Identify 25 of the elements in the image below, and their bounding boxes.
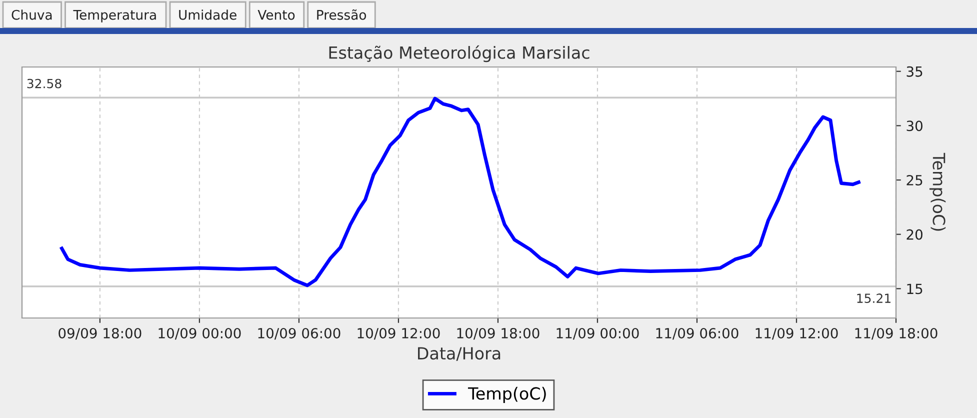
x-tick-label: 11/09 12:00: [756, 328, 838, 340]
x-tick-label: 11/09 00:00: [556, 328, 639, 340]
y-tick-label: 25: [906, 174, 922, 186]
y-axis-title: Temp(oC): [929, 152, 946, 231]
ref-line-label: 32.58: [27, 78, 62, 88]
legend-label: Temp(oC): [468, 386, 546, 403]
text: Vento: [258, 10, 295, 20]
y-tick-label: 35: [906, 66, 922, 77]
x-tick-label: 11/09 06:00: [656, 328, 738, 340]
text: Umidade: [179, 10, 236, 20]
text: Chuva: [12, 10, 52, 20]
y-tick-label: 30: [906, 120, 922, 132]
x-tick-label: 10/09 06:00: [258, 328, 340, 340]
ref-line-label: 15.21: [857, 294, 890, 303]
x-tick-label: 09/09 18:00: [58, 328, 142, 340]
y-tick-label: 20: [906, 229, 922, 240]
x-tick-label: 10/09 00:00: [158, 328, 241, 340]
x-tick-label: 10/09 18:00: [457, 328, 540, 340]
text: Temperatura: [73, 10, 156, 22]
x-axis-title: Data/Hora: [418, 347, 500, 361]
x-tick-label: 11/09 18:00: [855, 328, 938, 340]
text: Pressão: [317, 9, 366, 20]
chart-title: Estação Meteorológica Marsilac: [329, 45, 590, 62]
x-tick-label: 10/09 12:00: [358, 328, 440, 340]
y-tick-label: 15: [907, 284, 922, 294]
